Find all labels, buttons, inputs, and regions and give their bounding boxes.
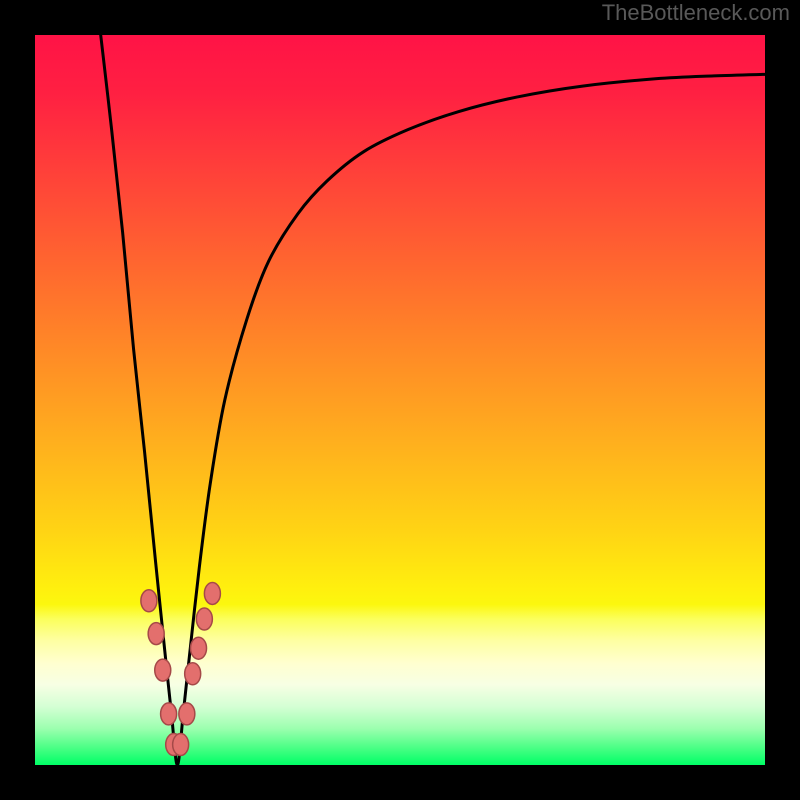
data-marker <box>191 637 207 659</box>
data-marker <box>161 703 177 725</box>
data-marker <box>196 608 212 630</box>
watermark-text: TheBottleneck.com <box>602 0 790 26</box>
data-marker <box>141 590 157 612</box>
data-marker <box>155 659 171 681</box>
chart-svg-layer <box>35 35 765 765</box>
outer-frame: TheBottleneck.com <box>0 0 800 800</box>
data-marker <box>185 663 201 685</box>
plot-area <box>35 35 765 765</box>
data-marker <box>173 734 189 756</box>
data-marker <box>179 703 195 725</box>
data-marker <box>204 582 220 604</box>
data-marker <box>148 623 164 645</box>
